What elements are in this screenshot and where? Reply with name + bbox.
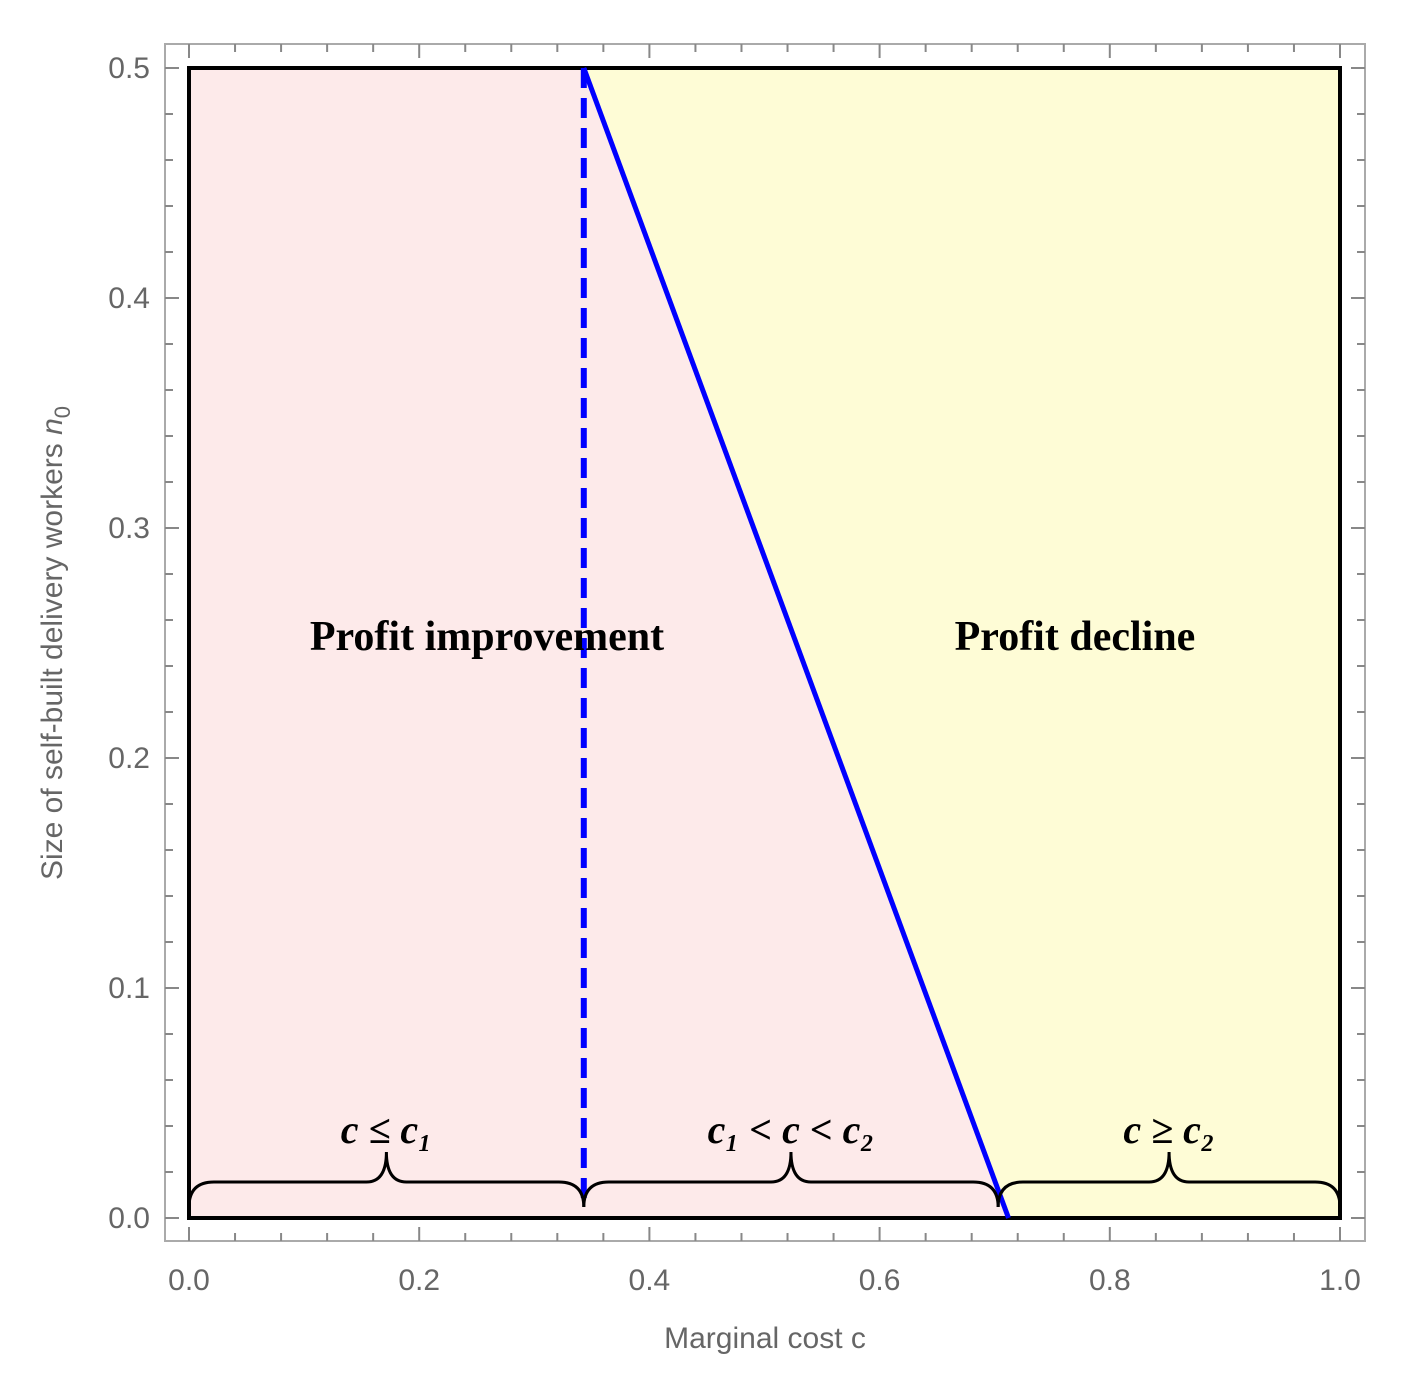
x-tick-label: 0.2 bbox=[398, 1264, 440, 1297]
y-tick-labels: 0.0 0.1 0.2 0.3 0.4 0.5 bbox=[108, 52, 150, 1235]
y-tick-label: 0.2 bbox=[108, 742, 150, 775]
brace-label: c ≤ c₁ bbox=[341, 1107, 432, 1152]
brace bbox=[996, 1151, 1342, 1208]
x-tick-label: 0.6 bbox=[859, 1264, 901, 1297]
x-tick-label: 0.8 bbox=[1089, 1264, 1131, 1297]
x-tick-label: 0.4 bbox=[629, 1264, 671, 1297]
y-axis-label-text: Size of self-built delivery workers bbox=[36, 435, 69, 880]
x-axis-ticks bbox=[188, 44, 1341, 1241]
y-tick-label: 0.1 bbox=[108, 972, 150, 1005]
y-tick-label: 0.3 bbox=[108, 512, 150, 545]
y-axis-label-sub: 0 bbox=[50, 406, 75, 418]
brace bbox=[582, 1151, 1000, 1208]
brace-label: c ≥ c₂ bbox=[1123, 1107, 1214, 1152]
brace bbox=[187, 1151, 586, 1208]
y-tick-label: 0.5 bbox=[108, 52, 150, 85]
region-frame bbox=[187, 66, 1342, 1220]
braces: c ≤ c₁ c₁ < c < c₂ c ≥ c₂ bbox=[187, 1107, 1342, 1208]
region-labels: Profit improvement Profit decline bbox=[310, 614, 1195, 660]
region-label: Profit improvement bbox=[310, 614, 664, 660]
region-label: Profit decline bbox=[955, 614, 1196, 660]
x-axis-label: Marginal cost c bbox=[664, 1322, 866, 1355]
boundary-line bbox=[581, 67, 1011, 1219]
y-tick-label: 0.0 bbox=[108, 1202, 150, 1235]
plot-area-frame bbox=[164, 43, 1366, 1242]
y-axis-label: Size of self-built delivery workers n0 bbox=[36, 406, 75, 880]
y-tick-label: 0.4 bbox=[108, 282, 150, 315]
y-axis-label-var: n bbox=[36, 418, 69, 435]
brace-label: c₁ < c < c₂ bbox=[708, 1107, 875, 1152]
y-axis-ticks bbox=[165, 67, 1365, 1219]
x-tick-labels: 0.0 0.2 0.4 0.6 0.8 1.0 bbox=[168, 1264, 1361, 1297]
x-tick-label: 0.0 bbox=[168, 1264, 210, 1297]
x-tick-label: 1.0 bbox=[1319, 1264, 1361, 1297]
profit-improvement-region bbox=[189, 68, 1009, 1218]
profit-decline-region bbox=[583, 68, 1340, 1218]
